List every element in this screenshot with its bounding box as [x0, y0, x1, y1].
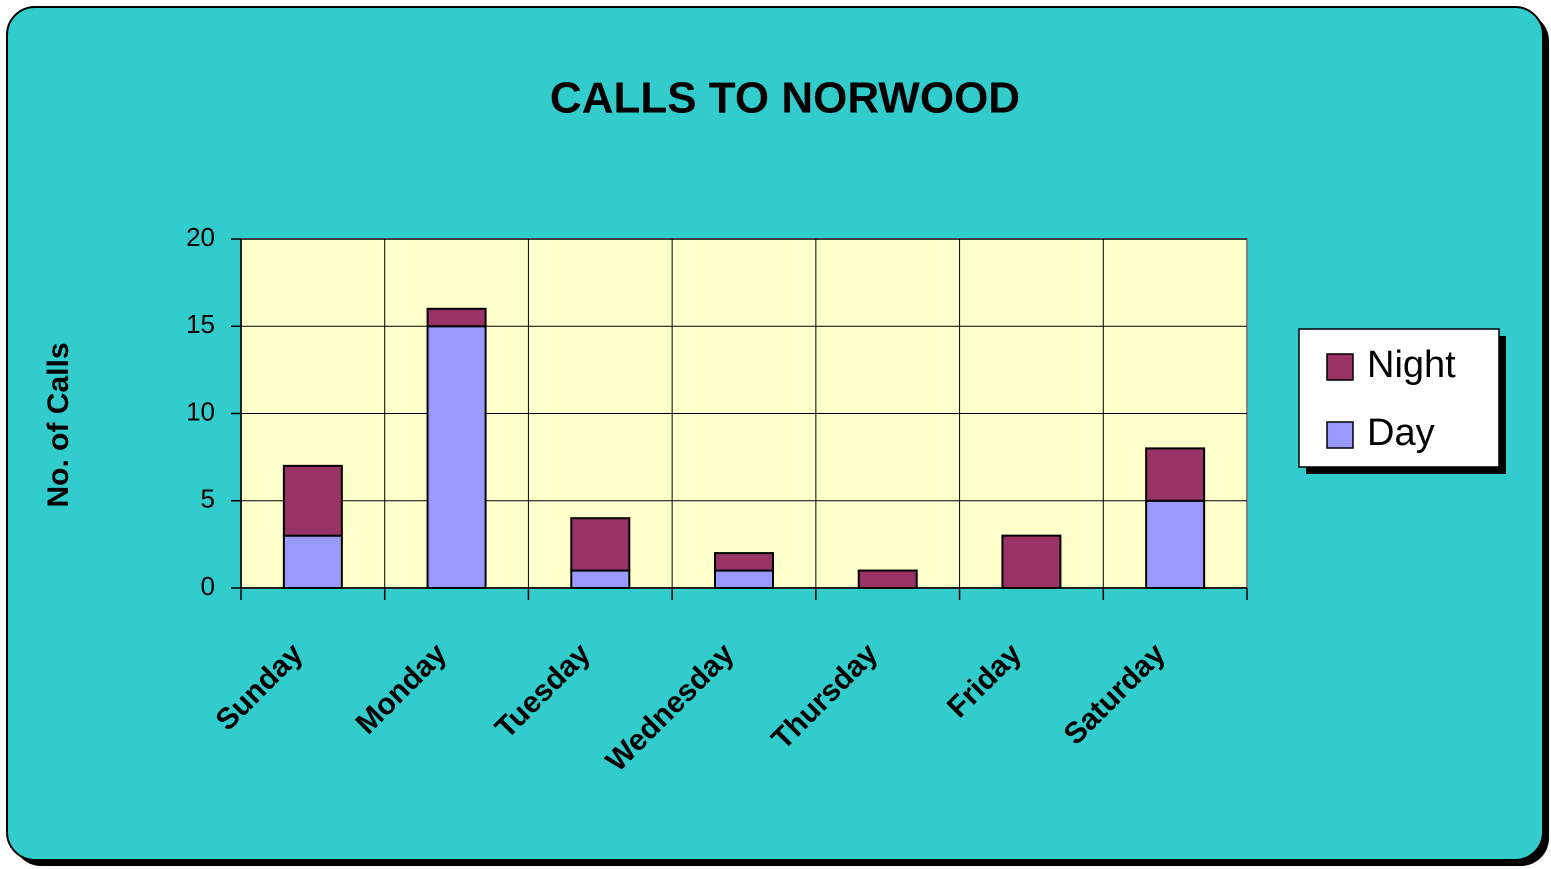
legend-swatch — [1326, 421, 1354, 449]
bar — [714, 569, 774, 589]
legend-label: Day — [1367, 412, 1435, 454]
y-tick-label: 15 — [186, 309, 215, 339]
legend-label: Night — [1367, 344, 1456, 386]
bar — [570, 569, 631, 589]
bar — [1001, 534, 1062, 590]
y-tick-label: 10 — [186, 396, 215, 426]
y-tick-label: 0 — [201, 571, 215, 601]
bar — [426, 325, 487, 589]
bar — [282, 534, 343, 590]
chart-title: CALLS TO NORWOOD — [550, 74, 1020, 123]
bar — [282, 464, 343, 537]
bar — [714, 552, 774, 572]
y-tick-label: 20 — [186, 222, 215, 252]
bar — [1145, 499, 1206, 589]
bar — [857, 569, 918, 589]
bar — [1145, 447, 1206, 502]
bar — [426, 307, 487, 328]
y-tick-label: 5 — [201, 484, 215, 514]
bar — [570, 517, 631, 572]
y-axis-title: No. of Calls — [42, 342, 75, 507]
legend-swatch — [1326, 353, 1354, 381]
